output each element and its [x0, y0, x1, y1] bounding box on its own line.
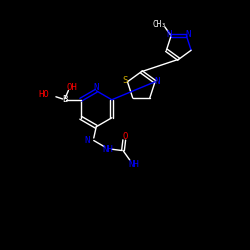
Text: CH₃: CH₃	[153, 20, 167, 29]
Text: N: N	[186, 30, 191, 39]
Text: N: N	[94, 83, 99, 92]
Text: N: N	[166, 30, 172, 39]
Text: S: S	[122, 76, 128, 85]
Text: OH: OH	[66, 83, 77, 92]
Text: N: N	[155, 77, 160, 86]
Text: B: B	[62, 95, 67, 104]
Text: HO: HO	[39, 90, 50, 99]
Text: N: N	[84, 136, 89, 145]
Text: O: O	[122, 132, 128, 141]
Text: NH: NH	[128, 160, 139, 170]
Text: NH: NH	[102, 145, 113, 154]
